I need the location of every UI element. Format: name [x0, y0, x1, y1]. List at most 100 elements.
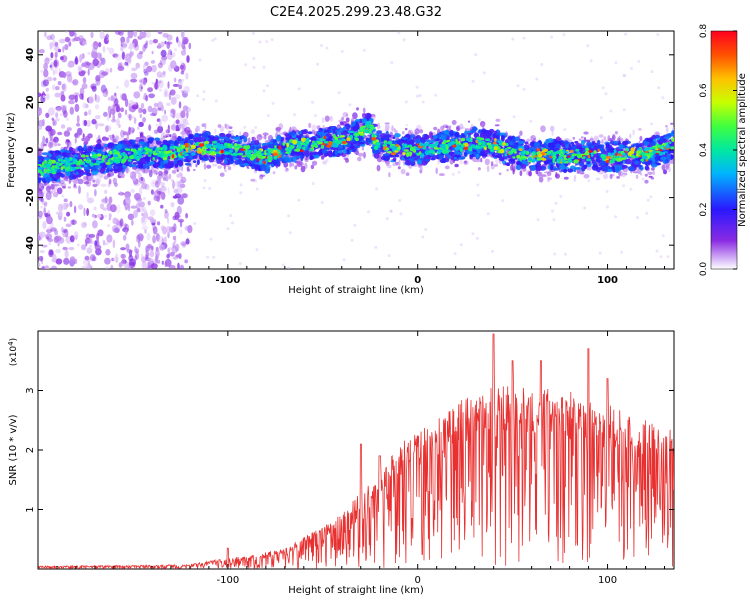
spectrogram-noise-blob — [156, 259, 161, 264]
spectrogram-noise-blob — [141, 225, 148, 231]
spectrogram-noise-blob — [73, 36, 81, 42]
spectrogram-noise-blob — [143, 69, 147, 74]
spectrogram-noise-blob — [180, 193, 188, 198]
spectrogram-noise-blob — [266, 114, 270, 118]
spectrogram-noise-blob — [115, 85, 119, 89]
spectrogram-noise-blob — [133, 210, 138, 218]
spectrogram-noise-blob — [81, 265, 89, 269]
spectrogram-halo-blob — [264, 140, 270, 143]
spectrogram-noise-blob — [188, 42, 192, 50]
spectrogram-noise-blob — [115, 54, 122, 61]
spectrogram-halo-blob — [66, 141, 69, 149]
spectrogram-halo-blob — [171, 169, 177, 174]
spectrogram-noise-blob — [182, 123, 186, 128]
spectrogram-halo-blob — [155, 171, 158, 176]
spectrogram-noise-blob — [123, 223, 128, 229]
spectrogram-noise-blob — [88, 233, 96, 238]
spectrogram-halo-blob — [388, 172, 391, 178]
spectrogram-noise-blob — [367, 210, 370, 214]
spectrogram-noise-blob — [40, 197, 44, 203]
spectrogram-noise-blob — [340, 49, 344, 53]
spectrogram-noise-blob — [522, 87, 526, 91]
spectrogram-noise-blob — [177, 40, 182, 48]
spectrogram-noise-blob — [39, 250, 45, 254]
spectrogram-halo-blob — [322, 160, 328, 165]
spectrogram-noise-blob — [54, 92, 61, 98]
spectrogram-halo-blob — [73, 179, 79, 185]
spectrogram-halo-blob — [92, 179, 96, 183]
spectrogram-halo-blob — [165, 129, 170, 134]
spectrogram-noise-blob — [58, 203, 63, 212]
spectrogram-noise-blob — [415, 85, 419, 89]
spectrogram-noise-blob — [128, 103, 131, 112]
spectrogram-halo-blob — [114, 182, 118, 188]
spectrogram-noise-blob — [387, 254, 391, 258]
spectrogram-noise-blob — [38, 255, 44, 262]
spectrogram-noise-blob — [110, 264, 114, 269]
spectrogram-noise-blob — [177, 180, 182, 188]
spectrogram-noise-blob — [119, 190, 122, 196]
spectrogram-halo-blob — [361, 145, 365, 151]
spectrogram-noise-blob — [98, 57, 105, 64]
spectrogram-noise-blob — [185, 238, 190, 245]
spectrogram-noise-blob — [536, 218, 540, 222]
spectrogram-halo-blob — [44, 143, 47, 146]
spectrogram-noise-blob — [141, 212, 144, 217]
spectrogram-noise-blob — [128, 103, 132, 106]
spectrogram-noise-blob — [63, 110, 68, 118]
spectrogram-halo-blob — [445, 125, 450, 129]
spectrogram-noise-blob — [128, 114, 132, 121]
spectrogram-halo-blob — [551, 129, 554, 137]
spectrogram-halo-blob — [612, 134, 616, 141]
spectrogram-halo-blob — [131, 129, 135, 134]
spectrogram-halo-blob — [203, 163, 207, 170]
spectrogram-noise-blob — [57, 81, 62, 86]
spectrogram-noise-blob — [42, 265, 45, 269]
spectrogram-halo-blob — [176, 173, 181, 178]
spectrogram-noise-blob — [91, 43, 95, 47]
spectrogram-halo-blob — [67, 139, 70, 143]
spectrogram-noise-blob — [173, 77, 177, 83]
spectrogram-noise-blob — [68, 94, 76, 101]
spectrogram-noise-blob — [42, 190, 46, 194]
spectrogram-halo-blob — [179, 125, 182, 130]
spectrogram-noise-blob — [164, 40, 167, 45]
spectrogram-noise-blob — [554, 201, 558, 205]
spectrogram-noise-blob — [168, 92, 172, 100]
spectrogram-noise-blob — [142, 206, 146, 213]
spectrogram-noise-blob — [47, 238, 54, 243]
spectrogram-halo-blob — [442, 124, 449, 128]
spectrogram-halo-blob — [157, 175, 161, 182]
spectrogram-halo-blob — [310, 164, 315, 170]
spectrogram-ridge-blob — [234, 159, 240, 165]
spectrogram-halo-blob — [256, 134, 263, 141]
spectrogram-halo-blob — [363, 151, 366, 159]
spectrogram-noise-blob — [598, 251, 602, 255]
spectrogram-halo-blob — [356, 107, 359, 111]
spectrogram-noise-blob — [145, 95, 149, 102]
spectrogram-noise-blob — [270, 38, 274, 42]
spectrogram-noise-blob — [163, 88, 169, 95]
spectrogram-noise-blob — [92, 220, 98, 229]
spectrogram-noise-blob — [124, 98, 129, 108]
spectrogram-noise-blob — [110, 108, 116, 115]
spectrogram-noise-blob — [53, 139, 58, 147]
spectrogram-halo-blob — [620, 170, 627, 178]
spectrogram-halo-blob — [603, 173, 608, 180]
spectrogram-noise-blob — [258, 40, 262, 44]
spectrogram-halo-blob — [665, 124, 668, 128]
spectrogram-noise-blob — [94, 244, 102, 250]
spectrogram-noise-blob — [49, 227, 57, 232]
spectrogram-noise-blob — [157, 43, 161, 49]
spectrogram-noise-blob — [162, 71, 166, 76]
spectrogram-noise-blob — [42, 221, 47, 230]
spectrogram-noise-blob — [69, 200, 73, 208]
spectrogram-noise-blob — [157, 31, 163, 35]
spectrogram-noise-blob — [123, 54, 131, 63]
spectrogram-noise-blob — [196, 94, 200, 98]
spectrogram-noise-blob — [68, 41, 72, 47]
spectrogram-noise-blob — [170, 60, 177, 69]
spectrogram-noise-blob — [70, 219, 77, 225]
spectrogram-halo-blob — [629, 133, 632, 139]
spectrogram-halo-blob — [197, 126, 201, 132]
